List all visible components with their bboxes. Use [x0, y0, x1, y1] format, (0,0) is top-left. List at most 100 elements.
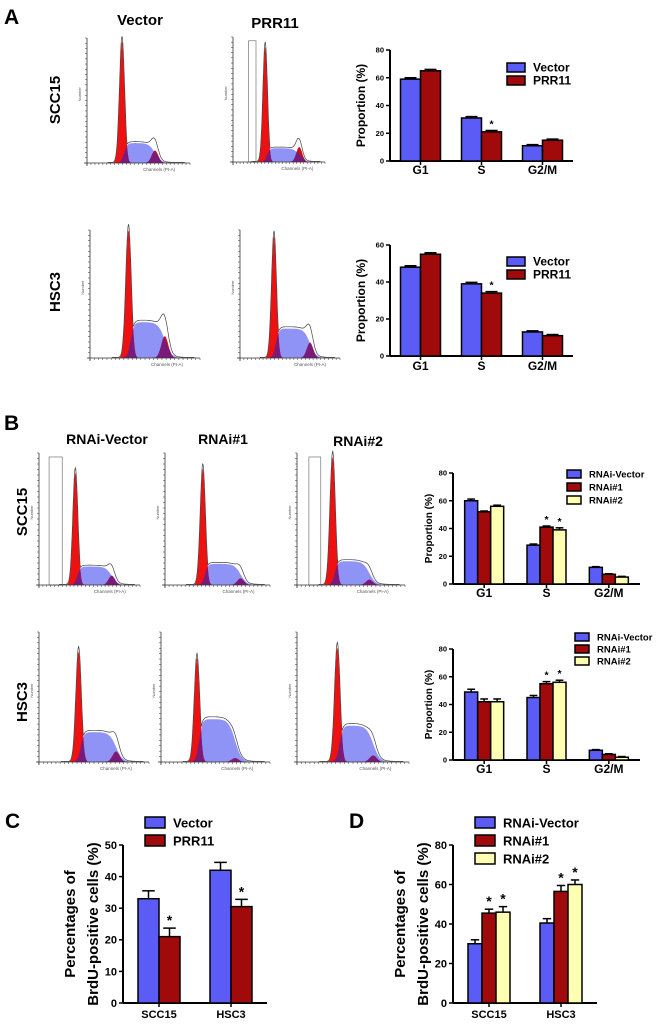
x-category-label: S	[477, 359, 485, 373]
histogram-x-label: Channels (PI-A)	[221, 766, 254, 771]
x-category-label: S	[477, 163, 485, 177]
significance-marker: *	[572, 864, 578, 880]
significance-marker: *	[489, 118, 494, 130]
y-axis-label: Proportion (%)	[354, 259, 368, 342]
bar	[588, 749, 604, 761]
y-axis-label: BrdU-positive cells (%)	[85, 842, 102, 1005]
significance-marker: *	[239, 883, 245, 899]
bar	[588, 566, 604, 585]
dna-histogram: Number Channels (PI-A)	[29, 452, 141, 594]
bar	[552, 681, 567, 761]
dna-histogram: Number Channels (PI-A)	[80, 224, 201, 367]
histogram-outline	[59, 466, 135, 585]
y-tick-label: 40	[435, 919, 447, 931]
histogram-x-label: Channels (PI-A)	[294, 362, 327, 367]
g1-peak-area	[186, 468, 265, 585]
x-category-label: G1	[412, 359, 428, 373]
legend-label: RNAi-Vector	[503, 816, 579, 831]
histogram-y-label: Number	[287, 683, 292, 698]
y-tick-label: 0	[380, 352, 384, 361]
g1-peak-area	[319, 647, 404, 762]
g1-peak-area	[251, 47, 321, 162]
y-tick-label: 40	[439, 700, 447, 709]
bar-chart-a-scc15: 0 20 40 60 80 G1 S * G2/M Proportion (%) VectorPRR…	[354, 46, 573, 177]
x-category-label: G2/M	[594, 586, 623, 600]
bar	[614, 576, 630, 585]
column-title-rnai1: RNAi#1	[198, 431, 248, 447]
bar	[463, 691, 479, 761]
y-axis-label: BrdU-positive cells (%)	[415, 842, 432, 1005]
bar	[601, 753, 617, 761]
histogram-x-label: Channels (PI-A)	[143, 167, 176, 172]
overlap-area	[59, 569, 135, 585]
legend-swatch	[506, 75, 526, 86]
bar	[489, 505, 505, 585]
bar	[476, 511, 492, 585]
dna-histogram: Number Channels (PI-A)	[151, 631, 271, 771]
x-category-label: G1	[412, 163, 428, 177]
bar	[419, 70, 442, 162]
y-tick-label: 80	[376, 46, 384, 55]
significance-marker: *	[544, 670, 549, 682]
significance-marker: *	[167, 912, 173, 928]
overlap-area	[61, 737, 144, 762]
x-category-label: SCC15	[141, 1009, 176, 1021]
significance-marker: *	[557, 668, 562, 680]
legend-swatch	[474, 852, 496, 865]
overlap-area	[186, 567, 265, 585]
legend-swatch	[566, 469, 582, 479]
column-title-prr11: PRR11	[251, 15, 299, 32]
y-tick-label: 60	[439, 496, 447, 505]
histogram-y-label: Number	[77, 86, 82, 101]
bar	[541, 334, 564, 357]
y-tick-label: 10	[105, 966, 117, 978]
histogram-outline	[186, 463, 265, 585]
x-category-label: HSC3	[216, 1009, 245, 1021]
legend-label: RNAi-Vector	[597, 633, 653, 644]
y-tick-label: 0	[443, 580, 447, 589]
legend-label: PRR11	[533, 74, 571, 88]
bar	[467, 943, 483, 1004]
dna-histogram: Number Channels (PI-A)	[77, 36, 191, 172]
bar	[521, 144, 544, 162]
histogram-outline	[251, 41, 321, 162]
histogram-y-label: Number	[80, 280, 85, 295]
overlap-area	[318, 565, 400, 585]
overlap-area	[319, 734, 404, 762]
y-tick-label: 80	[439, 645, 447, 654]
legend-label: RNAi#2	[589, 496, 623, 507]
y-tick-label: 60	[435, 879, 447, 891]
legend-label: RNAi#1	[503, 834, 549, 849]
legend-swatch	[566, 482, 582, 492]
histogram-y-label: Number	[287, 505, 292, 520]
histogram-outline	[182, 652, 265, 762]
bar	[495, 911, 511, 1004]
y-tick-label: 0	[441, 998, 447, 1010]
legend-swatch	[144, 834, 166, 847]
x-category-label: S	[542, 586, 550, 600]
y-tick-label: 20	[435, 958, 447, 970]
y-tick-label: 20	[439, 728, 447, 737]
significance-marker: *	[544, 514, 549, 526]
g1-peak-area	[182, 658, 265, 762]
y-tick-label: 40	[376, 101, 384, 110]
panel-letter-d: D	[349, 810, 364, 833]
column-title-rnai2: RNAi#2	[333, 433, 383, 449]
histogram-y-label: Number	[223, 85, 228, 100]
x-category-label: G1	[476, 762, 492, 776]
legend-swatch	[506, 269, 526, 280]
bar	[158, 935, 181, 1004]
bar	[476, 700, 492, 761]
bar	[526, 544, 541, 585]
significance-marker: *	[500, 891, 506, 907]
y-tick-label: 80	[435, 840, 447, 852]
legend-label: PRR11	[533, 268, 571, 282]
histogram-outline	[260, 230, 335, 358]
dna-histogram: Number Channels (PI-A)	[223, 36, 326, 171]
y-axis-label: Proportion (%)	[354, 64, 368, 147]
row-label-hsc3-b: HSC3	[14, 682, 31, 722]
row-label-scc15: SCC15	[47, 76, 64, 124]
histogram-outline	[319, 641, 404, 762]
bar	[539, 526, 554, 585]
row-label-hsc3: HSC3	[47, 272, 64, 312]
